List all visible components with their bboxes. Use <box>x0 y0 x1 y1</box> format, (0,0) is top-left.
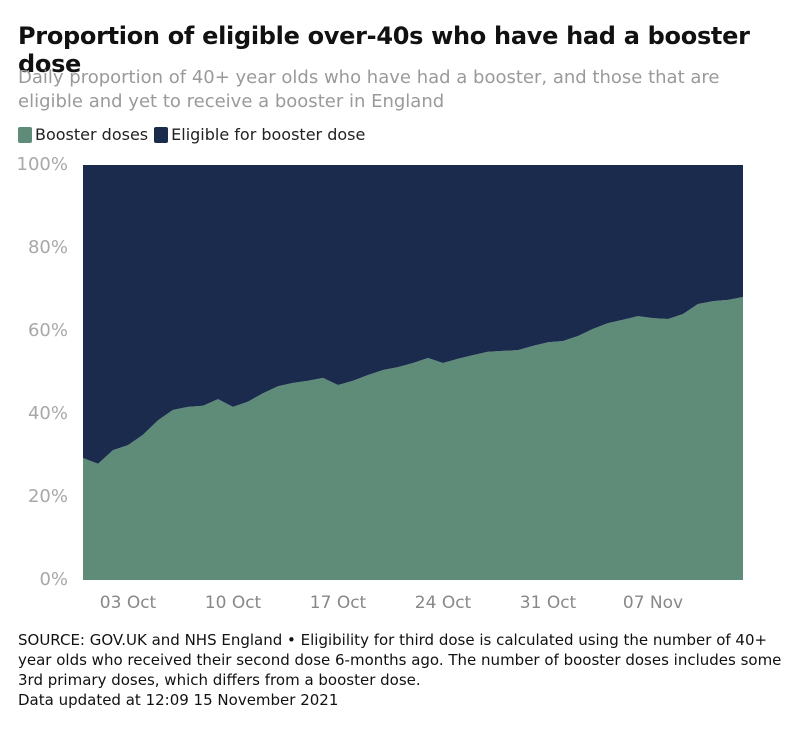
y-tick-label: 100% <box>17 154 68 175</box>
notes: SOURCE: GOV.UK and NHS England • Eligibi… <box>18 630 783 710</box>
chart: 0% 20% 40% 60% 80% 100% 03 Oct 10 Oct 17 Oct 24 O… <box>17 154 743 613</box>
legend-item: Booster doses <box>18 125 148 144</box>
x-tick-label: 10 Oct <box>205 593 262 613</box>
area <box>83 165 743 464</box>
chart-subtitle: Daily proportion of 40+ year olds who ha… <box>18 67 720 112</box>
y-tick-label: 40% <box>28 403 68 424</box>
legend-item: Eligible for booster dose <box>154 125 365 144</box>
y-tick-label: 20% <box>28 486 68 507</box>
area <box>83 297 743 580</box>
legend-label: Eligible for booster dose <box>171 125 366 144</box>
x-tick-label: 24 Oct <box>415 593 472 613</box>
legend: Booster doses Eligible for booster dose <box>18 125 365 144</box>
legend-label: Booster doses <box>35 125 149 144</box>
source-note: SOURCE: GOV.UK and NHS England • Eligibi… <box>18 631 782 689</box>
y-tick-label: 60% <box>28 320 68 341</box>
x-tick-label: 31 Oct <box>520 593 577 613</box>
legend-swatch <box>154 126 169 143</box>
legend-swatch <box>18 126 32 143</box>
chart-title: Proportion of eligible over-40s who have… <box>18 22 750 78</box>
y-tick-label: 0% <box>39 569 68 590</box>
x-tick-label: 03 Oct <box>100 593 157 613</box>
updated-note: Data updated at 12:09 15 November 2021 <box>18 691 339 709</box>
x-tick-label: 07 Nov <box>623 593 683 613</box>
y-tick-label: 80% <box>28 237 68 258</box>
x-tick-label: 17 Oct <box>310 593 367 613</box>
